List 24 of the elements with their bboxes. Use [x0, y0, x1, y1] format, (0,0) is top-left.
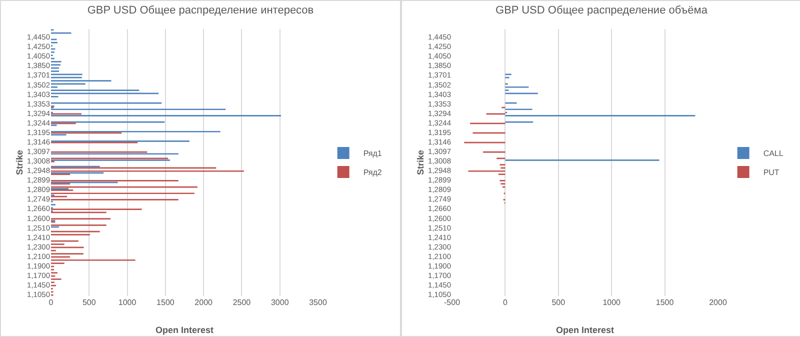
x-tick-label: 0 [502, 298, 508, 307]
chart-title: GBP USD Общее распределение объёма [496, 4, 708, 17]
x-tick-label: 2000 [194, 298, 214, 307]
x-tick-label: 1500 [156, 298, 175, 307]
y-axis-title: Strike [415, 150, 426, 176]
x-tick-label: 0 [48, 298, 54, 307]
chart-title: GBP USD Общее распределение интересов [87, 4, 314, 17]
x-tick-label: 1000 [118, 298, 137, 307]
x-tick-label: 500 [82, 298, 96, 307]
x-axis-title: Open Interest [556, 325, 614, 335]
y-axis-title: Strike [14, 150, 24, 176]
x-tick-label: 3000 [270, 298, 290, 307]
x-tick-label: 3500 [309, 298, 328, 307]
legend-label: Ряд1 [363, 149, 382, 158]
x-tick-label: 2000 [709, 298, 728, 307]
x-tick-label: -500 [444, 298, 461, 307]
legend-label: Ряд2 [363, 168, 382, 178]
x-tick-label: 1500 [656, 298, 674, 307]
x-axis-title: Open Interest [155, 325, 214, 335]
legend-label: PUT [763, 168, 780, 178]
x-tick-label: 500 [552, 298, 566, 307]
x-tick-label: 1000 [602, 298, 622, 307]
legend-label: CALL [763, 149, 784, 158]
x-tick-label: 2500 [232, 298, 252, 307]
